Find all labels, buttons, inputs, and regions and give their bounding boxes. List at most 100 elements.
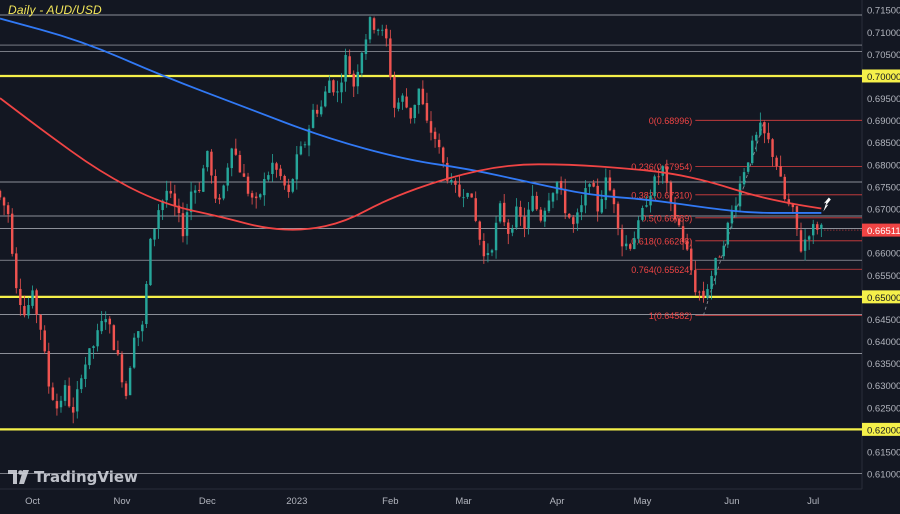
candle-body-down[interactable]	[519, 206, 522, 217]
candle-body-up[interactable]	[755, 134, 758, 141]
candle-body-down[interactable]	[234, 148, 238, 155]
candle-body-up[interactable]	[157, 210, 160, 229]
candle-body-down[interactable]	[478, 221, 482, 240]
candle-body-up[interactable]	[88, 348, 91, 366]
candle-body-down[interactable]	[352, 73, 355, 87]
candle-body-down[interactable]	[421, 88, 425, 105]
moving-average-line[interactable]	[0, 97, 822, 231]
candle-body-down[interactable]	[783, 176, 786, 200]
candle-body-up[interactable]	[104, 319, 107, 323]
candle-body-up[interactable]	[185, 212, 189, 236]
candle-body-up[interactable]	[307, 128, 311, 146]
candle-body-up[interactable]	[511, 228, 514, 233]
candle-body-up[interactable]	[759, 122, 762, 135]
candle-body-down[interactable]	[250, 193, 254, 198]
candle-body-up[interactable]	[271, 162, 274, 174]
candle-body-down[interactable]	[393, 76, 396, 108]
candle-body-down[interactable]	[10, 213, 14, 254]
candle-body-down[interactable]	[454, 180, 457, 185]
candle-body-up[interactable]	[490, 250, 494, 253]
candle-body-up[interactable]	[226, 167, 229, 186]
candle-body-up[interactable]	[299, 146, 303, 155]
candle-body-up[interactable]	[645, 205, 648, 207]
candle-body-up[interactable]	[368, 17, 372, 40]
candle-body-up[interactable]	[27, 305, 30, 316]
candle-body-up[interactable]	[547, 200, 551, 212]
candle-body-down[interactable]	[441, 147, 445, 163]
candle-body-down[interactable]	[429, 121, 433, 133]
candle-body-down[interactable]	[112, 325, 116, 351]
candle-body-up[interactable]	[165, 190, 168, 201]
candle-body-down[interactable]	[771, 139, 774, 157]
candle-body-up[interactable]	[494, 222, 498, 251]
candle-body-down[interactable]	[124, 383, 128, 396]
candle-body-up[interactable]	[730, 211, 734, 224]
candle-body-up[interactable]	[193, 190, 197, 193]
candle-body-down[interactable]	[507, 222, 510, 234]
candle-body-down[interactable]	[795, 206, 799, 230]
candle-body-down[interactable]	[214, 176, 217, 199]
candle-body-down[interactable]	[433, 131, 437, 139]
candle-body-down[interactable]	[43, 330, 46, 352]
candle-body-down[interactable]	[775, 157, 778, 167]
candle-body-up[interactable]	[31, 290, 34, 306]
candle-body-down[interactable]	[332, 80, 335, 93]
candle-body-up[interactable]	[820, 224, 823, 229]
candle-body-up[interactable]	[295, 154, 299, 180]
candle-body-down[interactable]	[592, 182, 595, 187]
candle-body-down[interactable]	[657, 176, 660, 178]
candle-body-up[interactable]	[417, 88, 421, 106]
candle-body-up[interactable]	[604, 177, 608, 201]
candle-body-up[interactable]	[132, 337, 136, 368]
candle-body-up[interactable]	[515, 206, 518, 228]
candle-body-up[interactable]	[738, 183, 742, 207]
candle-body-up[interactable]	[128, 367, 132, 396]
candle-body-down[interactable]	[169, 190, 172, 194]
candle-body-up[interactable]	[63, 385, 67, 401]
candle-body-down[interactable]	[816, 224, 819, 230]
candle-body-down[interactable]	[385, 28, 388, 39]
candle-body-up[interactable]	[380, 29, 384, 31]
candle-body-down[interactable]	[55, 401, 59, 409]
candle-body-down[interactable]	[698, 291, 701, 293]
candle-body-down[interactable]	[242, 173, 246, 177]
candle-body-up[interactable]	[311, 109, 315, 128]
candle-body-up[interactable]	[750, 140, 754, 164]
candle-body-up[interactable]	[145, 283, 148, 325]
candle-body-down[interactable]	[0, 190, 2, 198]
candle-body-down[interactable]	[372, 18, 376, 30]
candle-body-up[interactable]	[543, 210, 547, 222]
candle-body-up[interactable]	[551, 193, 555, 202]
candle-body-up[interactable]	[413, 104, 416, 119]
candle-body-down[interactable]	[767, 132, 770, 140]
candle-body-down[interactable]	[409, 107, 412, 119]
candle-body-up[interactable]	[340, 82, 343, 93]
candle-body-down[interactable]	[67, 385, 71, 407]
candle-body-down[interactable]	[572, 217, 575, 225]
candle-body-down[interactable]	[763, 122, 766, 134]
candle-body-down[interactable]	[71, 406, 75, 413]
candle-body-down[interactable]	[718, 256, 721, 258]
candle-body-up[interactable]	[653, 176, 656, 197]
candle-body-down[interactable]	[246, 176, 250, 194]
candle-body-up[interactable]	[96, 330, 99, 347]
candle-body-down[interactable]	[389, 38, 392, 78]
candle-body-up[interactable]	[811, 224, 815, 236]
candle-body-down[interactable]	[238, 155, 242, 173]
candle-body-down[interactable]	[779, 166, 782, 177]
candle-body-down[interactable]	[559, 180, 563, 190]
candle-body-up[interactable]	[149, 238, 152, 286]
candle-body-down[interactable]	[173, 193, 177, 206]
candle-body-down[interactable]	[596, 185, 599, 212]
candle-body-down[interactable]	[608, 177, 612, 191]
candle-body-up[interactable]	[624, 243, 628, 247]
candle-body-down[interactable]	[535, 195, 538, 210]
candle-body-down[interactable]	[283, 175, 286, 186]
candle-body-down[interactable]	[39, 314, 42, 330]
candle-body-down[interactable]	[254, 196, 258, 199]
fib-trend-line[interactable]	[703, 120, 765, 316]
arrow-annotation-icon[interactable]	[823, 197, 831, 212]
candle-body-up[interactable]	[706, 289, 709, 298]
